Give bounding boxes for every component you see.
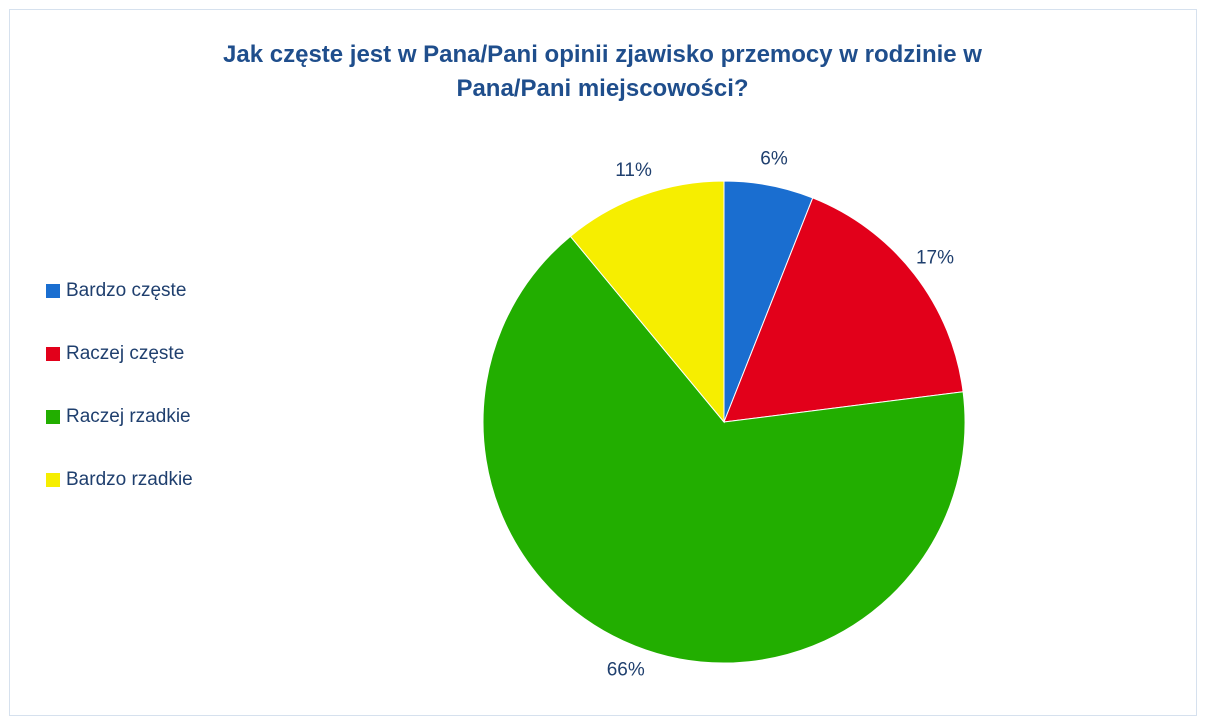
legend-item-raczej-rzadkie: Raczej rzadkie — [46, 402, 193, 432]
pie-slice-bardzo-rzadkie — [569, 180, 725, 424]
legend-label-bardzo-czeste: Bardzo częste — [66, 280, 187, 301]
data-label-bardzo-rzadkie: 11% — [615, 160, 652, 181]
legend-swatch-bardzo-czeste — [46, 284, 60, 298]
pie-slice-raczej-czeste — [723, 197, 964, 423]
legend-swatch-raczej-rzadkie — [46, 410, 60, 424]
legend-swatch-bardzo-rzadkie — [46, 473, 60, 487]
legend-item-bardzo-rzadkie: Bardzo rzadkie — [46, 465, 193, 495]
legend-item-bardzo-czeste: Bardzo częste — [46, 276, 193, 306]
legend-swatch-raczej-czeste — [46, 347, 60, 361]
pie-slice-raczej-rzadkie — [482, 235, 966, 664]
chart-legend: Bardzo częste Raczej częste Raczej rzadk… — [46, 276, 193, 528]
legend-label-bardzo-rzadkie: Bardzo rzadkie — [66, 469, 193, 490]
chart-title: Jak częste jest w Pana/Pani opinii zjawi… — [0, 38, 1205, 106]
data-label-raczej-czeste: 17% — [916, 247, 954, 268]
chart-title-line-1: Jak częste jest w Pana/Pani opinii zjawi… — [223, 41, 982, 68]
chart-title-line-2: Pana/Pani miejscowości? — [456, 75, 749, 102]
data-label-bardzo-czeste: 6% — [760, 149, 788, 170]
data-label-raczej-rzadkie: 66% — [607, 659, 645, 680]
legend-item-raczej-czeste: Raczej częste — [46, 339, 193, 369]
legend-label-raczej-rzadkie: Raczej rzadkie — [66, 406, 191, 427]
legend-label-raczej-czeste: Raczej częste — [66, 343, 185, 364]
